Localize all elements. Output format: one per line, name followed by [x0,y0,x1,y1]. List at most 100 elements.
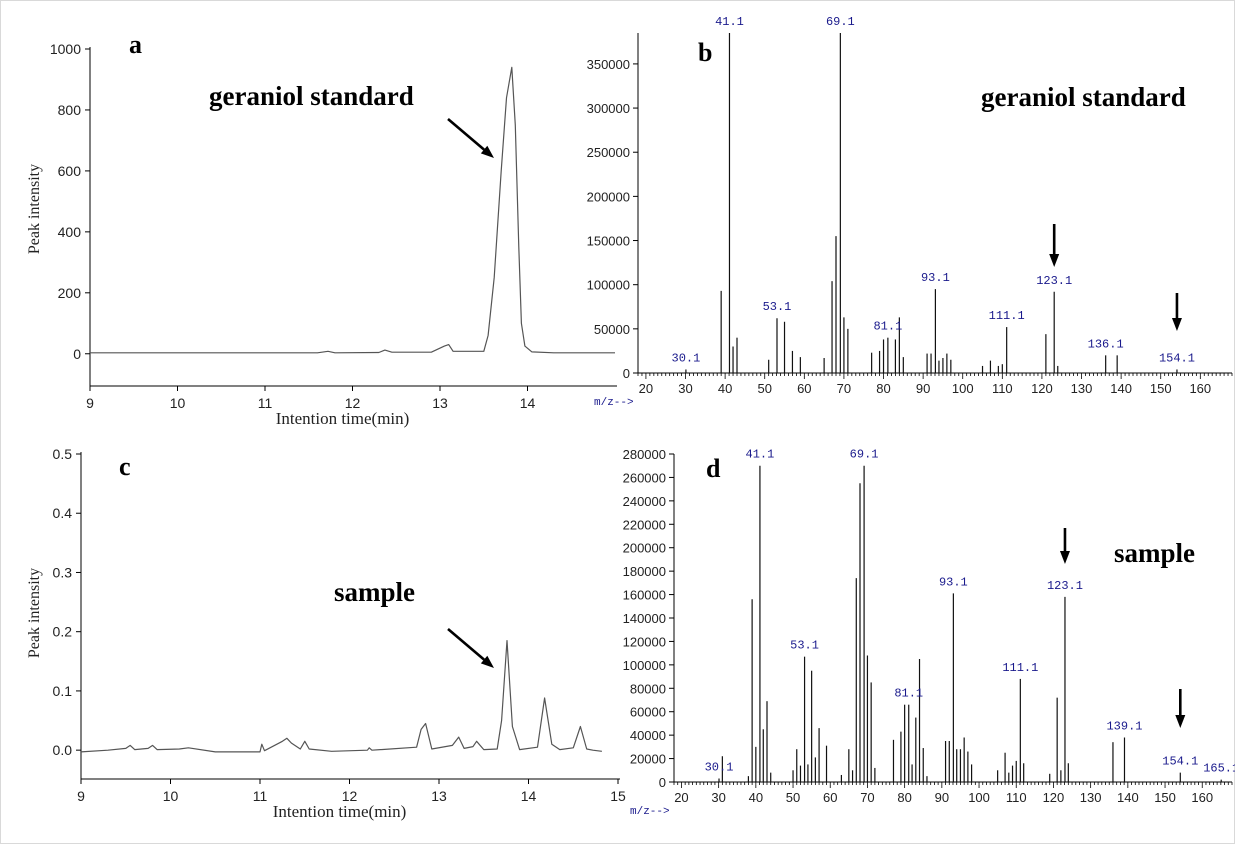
panel-c-y-tick-label: 0.1 [53,683,73,699]
panel-b-panel-label: b [698,38,712,67]
panel-d-x-tick-label: 100 [968,790,990,805]
panel-a-arrow-head [480,145,494,158]
panel-a-panel-label: a [129,30,142,59]
panel-d-x-tick-label: 130 [1080,790,1102,805]
panel-d-y-tick-label: 60000 [630,705,666,720]
panel-d-x-tick-label: 150 [1154,790,1176,805]
panel-b-x-tick-label: 40 [718,381,732,396]
panel-d-y-tick-label: 240000 [623,494,666,509]
panel-d-arrow [1175,689,1186,728]
panel-b-y-tick-label: 350000 [587,57,630,72]
panel-b-x-tick-label: 30 [678,381,692,396]
panel-b-x-tick-label: 20 [639,381,653,396]
panel-b-x-tick-label: 90 [916,381,930,396]
panel-b-peak-label: 30.1 [672,351,701,365]
panel-a-y-axis-label: Peak intensity [26,164,43,254]
panel-b-peak-label: 123.1 [1036,274,1072,288]
panel-c-x-tick-label: 10 [163,788,179,804]
panel-b-x-tick-label: 80 [876,381,890,396]
panel-d-y-tick-label: 180000 [623,564,666,579]
panel-c-y-tick-label: 0.2 [53,624,73,640]
panel-b-x-tick-label: 60 [797,381,811,396]
panel-d-peak-label: 41.1 [746,448,775,462]
panel-c-y-tick-label: 0.3 [53,564,73,580]
panel-d-y-tick-label: 0 [659,775,666,790]
panel-d-x-tick-label: 140 [1117,790,1139,805]
panel-b-annotation: geraniol standard [981,82,1186,112]
panel-d-peak-label: 53.1 [790,639,819,653]
panel-d-x-tick-label: 20 [674,790,688,805]
panel-a-arrow [447,118,494,158]
panel-b-y-tick-label: 250000 [587,145,630,160]
panel-a-x-tick-label: 9 [86,395,94,411]
panel-d-y-tick-label: 160000 [623,588,666,603]
panel-b-x-tick-label: 110 [992,381,1013,396]
panel-a-y-tick-label: 0 [73,346,81,362]
panel-c-x-tick-label: 13 [431,788,447,804]
panel-b-x-tick-label: 70 [837,381,851,396]
panel-d-peak-label: 81.1 [894,687,923,701]
panel-d-x-tick-label: 70 [860,790,874,805]
panel-b-x-tick-label: 150 [1150,381,1172,396]
panel-c-x-tick-label: 9 [77,788,85,804]
panel-d-panel-label: d [706,454,721,483]
panel-d-annotation: sample [1114,538,1195,568]
panel-b-y-tick-label: 100000 [587,278,630,293]
panel-a-x-tick-label: 13 [432,395,448,411]
panel-c-x-tick-label: 12 [342,788,358,804]
panel-d-x-tick-label: 90 [935,790,949,805]
panel-b-peak-label: 69.1 [826,15,855,29]
panel-b-y-tick-label: 0 [623,366,630,381]
panel-b-arrow-head [1171,318,1182,331]
panel-c-annotation: sample [334,577,415,607]
panel-b-y-tick-label: 300000 [587,101,630,116]
panel-b-arrow [1171,293,1182,331]
panel-c-x-axis-label: Intention time(min) [273,802,407,821]
panel-a-x-axis-label: Intention time(min) [276,409,410,428]
panel-c-y-tick-label: 0.0 [53,742,73,758]
panel-a-y-tick-label: 800 [58,102,82,118]
panel-b-arrow-head [1049,254,1060,267]
panel-c-panel-label: c [119,452,131,481]
panel-a-x-tick-label: 14 [520,395,536,411]
panel-b-y-tick-label: 50000 [594,322,630,337]
panel-d-arrow [1059,528,1070,564]
panel-d-y-tick-label: 20000 [630,752,666,767]
panel-d-x-tick-label: 60 [823,790,837,805]
panel-d-x-tick-label: 80 [897,790,911,805]
panel-d-x-tick-label: 120 [1043,790,1065,805]
panel-a-x-tick-label: 10 [170,395,186,411]
panel-d-peak-label: 69.1 [850,448,879,462]
panel-b-arrow [1049,224,1060,267]
panel-d-peak-label: 111.1 [1002,661,1038,675]
panel-d-y-tick-label: 220000 [623,517,666,532]
panel-d-y-tick-label: 140000 [623,611,666,626]
panel-d-y-tick-label: 280000 [623,447,666,462]
panel-d-x-tick-label: 40 [749,790,763,805]
panel-c-x-tick-label: 14 [521,788,537,804]
panel-c-arrow-head [480,655,494,668]
panel-b-x-tick-label: 130 [1071,381,1093,396]
panel-d-x-tick-label: 50 [786,790,800,805]
panel-d-x-tick-label: 160 [1191,790,1213,805]
panel-b-x-axis-label: m/z--> [594,397,634,409]
panel-d-y-tick-label: 260000 [623,470,666,485]
panel-a-x-tick-label: 12 [345,395,361,411]
panel-c-x-tick-label: 11 [253,788,268,804]
panel-c-x-tick-label: 15 [610,788,626,804]
panel-a-y-tick-label: 600 [58,163,82,179]
panel-a-y-tick-label: 400 [58,224,82,240]
panel-d-arrow-head [1059,551,1070,564]
panel-d-y-tick-label: 40000 [630,728,666,743]
panel-a-annotation: geraniol standard [209,81,414,111]
panel-d-peak-label: 154.1 [1162,755,1198,769]
panel-a-series-line [90,66,615,354]
panel-b-peak-label: 154.1 [1159,351,1195,365]
panel-c-y-axis-label: Peak intensity [26,568,43,658]
panel-b-x-tick-label: 120 [1031,381,1053,396]
panel-d-peak-label: 139.1 [1106,719,1142,733]
panel-d-y-tick-label: 120000 [623,634,666,649]
panel-c-arrow [447,628,494,668]
panel-d-x-tick-label: 110 [1006,790,1027,805]
panel-d-x-axis-label: m/z--> [630,806,670,818]
